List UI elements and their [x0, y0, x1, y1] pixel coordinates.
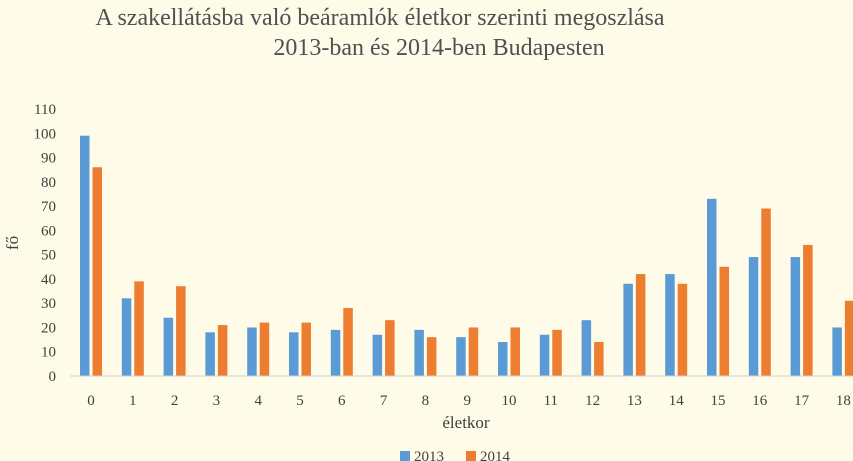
x-tick-label: 3: [213, 393, 221, 409]
bar-2013-10: [498, 342, 508, 376]
y-tick-label: 70: [41, 199, 56, 215]
bar-2013-13: [623, 283, 633, 376]
bar-2014-14: [677, 283, 688, 376]
bar-2013-3: [205, 332, 215, 376]
bar-2013-14: [665, 274, 675, 376]
bar-2013-15: [707, 198, 717, 376]
bar-2013-1: [121, 298, 132, 376]
bar-2013-8: [414, 329, 424, 376]
bar-2013-16: [748, 257, 759, 376]
x-tick-label: 0: [87, 393, 95, 409]
legend-label-2014: 2014: [480, 449, 511, 461]
bars: [80, 135, 853, 376]
bar-2014-0: [92, 167, 102, 376]
y-tick-label: 0: [49, 369, 57, 385]
bar-2014-4: [259, 322, 270, 376]
bar-2013-9: [456, 337, 466, 376]
x-tick-label: 4: [254, 393, 262, 409]
y-tick-label: 110: [34, 102, 56, 118]
y-tick-label: 90: [41, 151, 56, 167]
x-tick-label: 15: [711, 393, 726, 409]
x-tick-label: 9: [463, 393, 471, 409]
x-axis-ticks: 0 1 2 3 4 5 6 7 8 9 10 11 12 13 14 15 16 17 18: [87, 393, 851, 409]
x-tick-label: 12: [585, 393, 600, 409]
bar-2013-4: [247, 327, 257, 376]
bar-2014-15: [719, 266, 729, 376]
bar-2014-6: [343, 308, 353, 376]
y-axis-label: fő: [3, 236, 22, 250]
x-tick-label: 17: [794, 393, 810, 409]
y-tick-label: 10: [41, 345, 56, 361]
x-tick-label: 2: [171, 393, 179, 409]
bar-2014-1: [134, 281, 144, 376]
bar-2014-18: [844, 300, 853, 376]
bar-2013-7: [372, 334, 383, 376]
bar-2014-11: [552, 329, 562, 376]
x-tick-label: 5: [296, 393, 304, 409]
legend-label-2013: 2013: [414, 449, 444, 461]
bar-2014-13: [635, 274, 646, 376]
y-tick-label: 50: [41, 248, 56, 264]
y-tick-label: 60: [41, 223, 56, 239]
x-tick-label: 11: [544, 393, 558, 409]
bar-2013-0: [80, 135, 90, 376]
x-tick-label: 18: [836, 393, 851, 409]
y-axis-ticks: 0 10 20 30 40 50 60 70 80 90 100 110: [34, 102, 57, 385]
legend: 2013 2014: [400, 449, 511, 461]
bar-2013-18: [832, 327, 842, 376]
x-tick-label: 7: [380, 393, 388, 409]
bar-2013-5: [289, 332, 299, 376]
bar-2014-8: [426, 337, 437, 376]
chart-title: A szakellátásba való beáramlók életkor s…: [95, 5, 664, 31]
x-tick-label: 6: [338, 393, 346, 409]
bar-2014-17: [803, 244, 813, 376]
bar-2013-6: [330, 329, 341, 376]
bar-2014-7: [385, 320, 395, 376]
bar-2014-16: [761, 208, 771, 376]
x-tick-label: 8: [422, 393, 430, 409]
legend-swatch-2014: [466, 451, 476, 461]
bar-2013-12: [581, 320, 592, 376]
x-tick-label: 13: [627, 393, 642, 409]
legend-swatch-2013: [400, 451, 410, 461]
bar-2013-2: [163, 317, 174, 376]
bar-2014-5: [301, 322, 311, 376]
x-tick-label: 14: [669, 393, 685, 409]
x-tick-label: 16: [752, 393, 768, 409]
y-tick-label: 20: [41, 320, 56, 336]
chart-subtitle: 2013-ban és 2014-ben Budapesten: [273, 35, 604, 61]
bar-2014-9: [468, 327, 479, 376]
x-axis-label: életkor: [442, 413, 490, 432]
x-tick-label: 1: [129, 393, 137, 409]
bar-2014-3: [217, 325, 228, 376]
x-tick-label: 10: [502, 393, 517, 409]
y-tick-label: 100: [34, 126, 57, 142]
y-tick-label: 80: [41, 175, 56, 191]
bar-2014-10: [510, 327, 520, 376]
y-tick-label: 30: [41, 296, 56, 312]
bar-2013-17: [790, 257, 801, 376]
bar-2013-11: [539, 334, 550, 376]
y-tick-label: 40: [41, 272, 56, 288]
bar-2014-12: [594, 342, 604, 376]
bar-2014-2: [176, 286, 186, 376]
